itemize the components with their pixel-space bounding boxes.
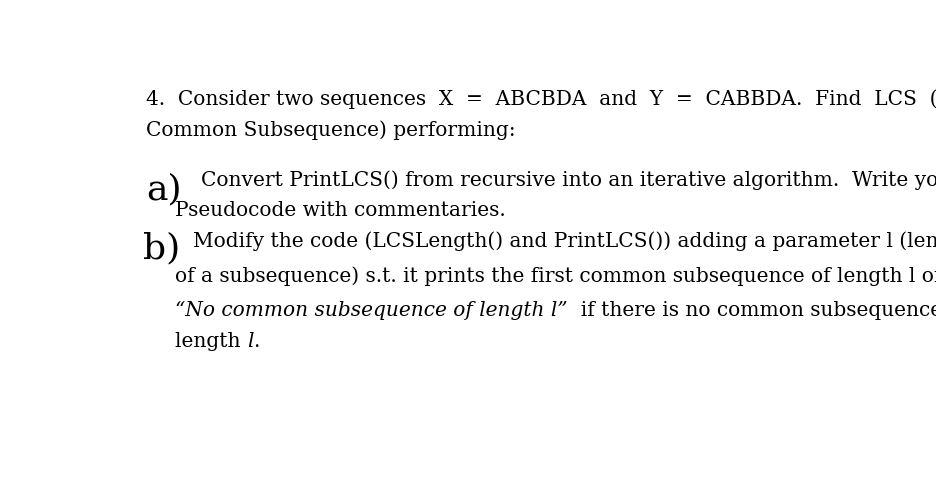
Text: b): b) <box>142 232 180 266</box>
Text: of a subsequence) s.t. it prints the first common subsequence of length l or pri: of a subsequence) s.t. it prints the fir… <box>175 267 936 286</box>
Text: Modify the code (LCSLength() and PrintLCS()) adding a parameter l (length: Modify the code (LCSLength() and PrintLC… <box>193 232 936 252</box>
Text: Pseudocode with commentaries.: Pseudocode with commentaries. <box>175 201 505 220</box>
Text: 4.  Consider two sequences  X  =  ABCBDA  and  Y  =  CABBDA.  Find  LCS  (Longes: 4. Consider two sequences X = ABCBDA and… <box>146 89 936 109</box>
Text: l: l <box>247 332 254 351</box>
Text: length: length <box>175 332 247 351</box>
Text: “No common subsequence of length l”: “No common subsequence of length l” <box>175 301 567 320</box>
Text: .: . <box>254 332 259 351</box>
Text: Common Subsequence) performing:: Common Subsequence) performing: <box>146 120 515 140</box>
Text: a): a) <box>146 172 182 206</box>
Text: Convert PrintLCS() from recursive into an iterative algorithm.  Write your: Convert PrintLCS() from recursive into a… <box>200 170 936 190</box>
Text: if there is no common subsequence of: if there is no common subsequence of <box>567 301 936 320</box>
